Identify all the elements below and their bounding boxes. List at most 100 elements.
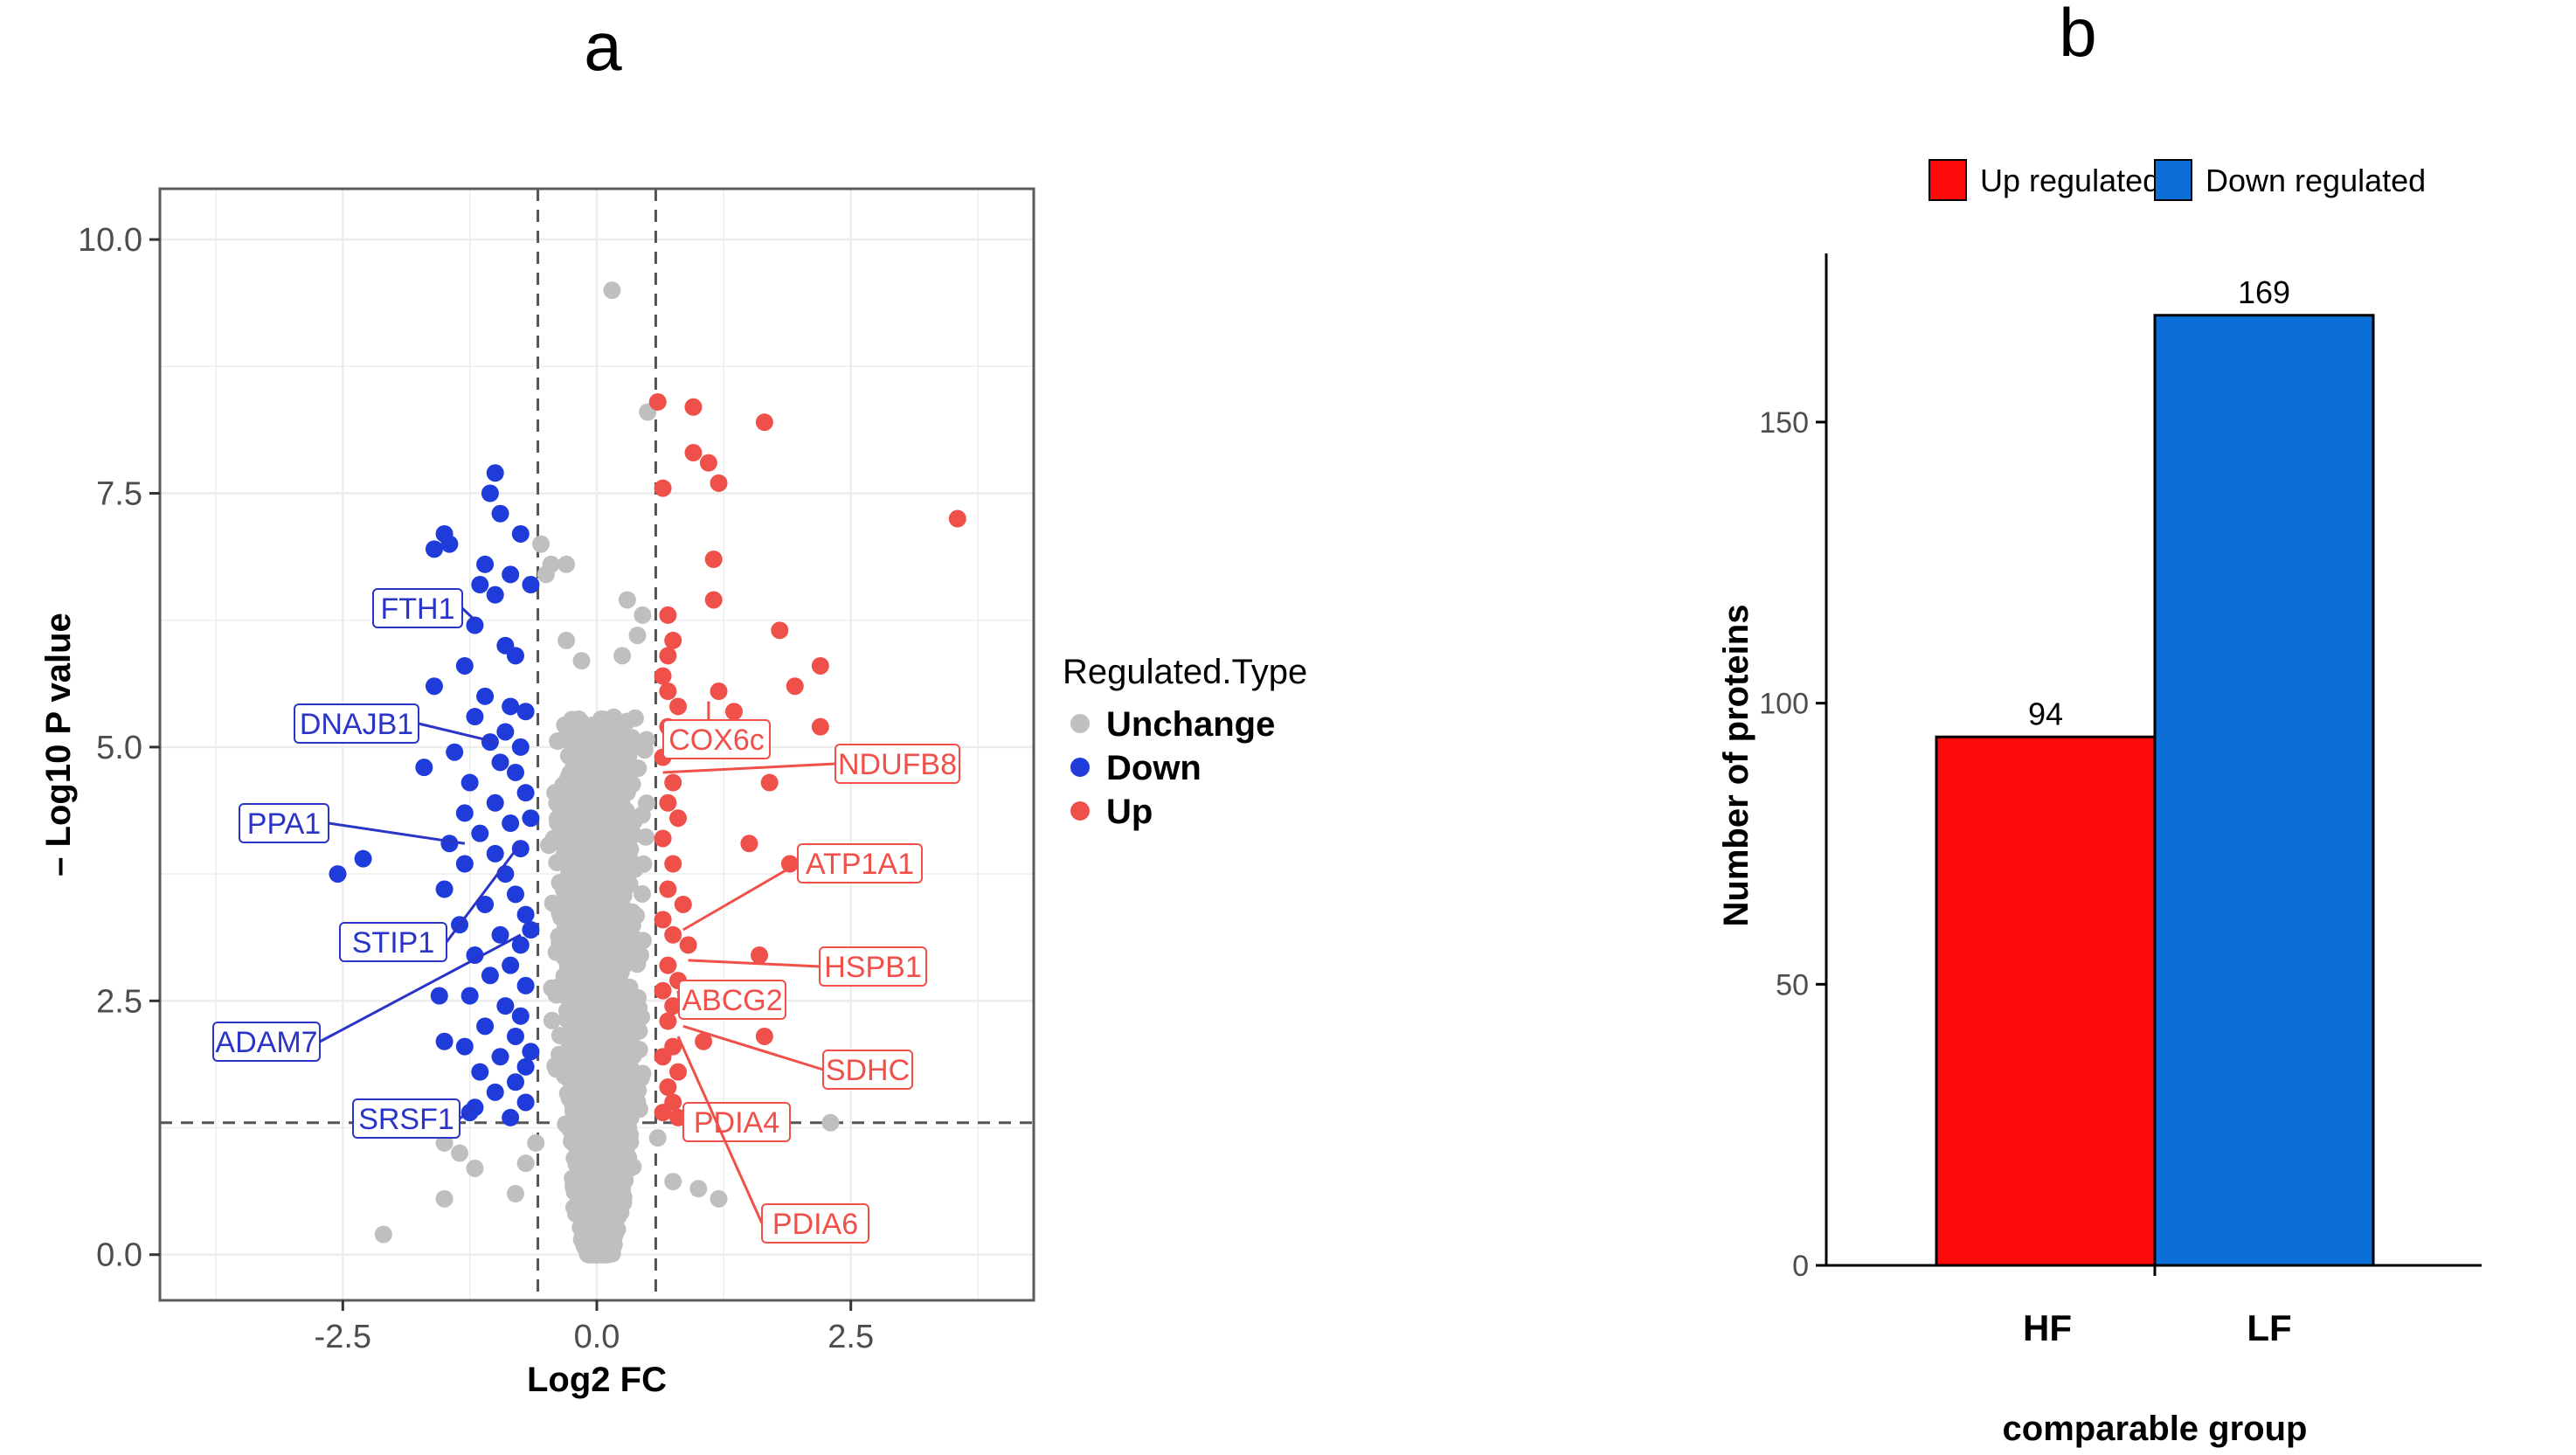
point-down — [460, 773, 479, 792]
annotation-label: STIP1 — [352, 926, 434, 960]
point-unchange — [821, 1113, 840, 1132]
point-unchange — [632, 1008, 650, 1026]
point-up — [648, 392, 667, 411]
point-down — [430, 987, 448, 1005]
point-up — [664, 631, 682, 649]
point-up — [669, 809, 688, 828]
point-unchange — [602, 1197, 620, 1216]
y-tick-label: 7.5 — [96, 475, 142, 512]
bar-legend-label-down: Down regulated — [2206, 163, 2426, 198]
point-down — [506, 647, 524, 665]
point-unchange — [537, 565, 555, 584]
point-down — [425, 540, 443, 558]
point-unchange — [575, 918, 593, 936]
point-up — [704, 551, 723, 568]
point-down — [511, 738, 530, 756]
point-down — [440, 835, 459, 853]
bar-y-axis-title: Number of proteins — [1717, 605, 1755, 927]
point-down — [455, 855, 474, 873]
annotation-connector — [682, 1024, 824, 1071]
point-up — [659, 880, 677, 898]
point-down — [476, 555, 495, 573]
point-up — [654, 1048, 672, 1066]
y-tick-label: 10.0 — [78, 222, 142, 259]
point-down — [466, 616, 484, 634]
point-unchange — [589, 915, 607, 933]
point-unchange — [609, 992, 627, 1010]
point-unchange — [558, 728, 577, 746]
point-unchange — [374, 1225, 392, 1244]
annotation-label: PPA1 — [247, 807, 321, 841]
annotation-box — [212, 1022, 321, 1062]
point-unchange — [570, 941, 588, 960]
point-up — [659, 956, 677, 974]
point-down — [486, 585, 504, 604]
annotation-label: COX6c — [668, 724, 765, 757]
bar-x-axis-title: comparable group — [2003, 1410, 2308, 1448]
point-unchange — [620, 1072, 639, 1091]
bar-y-tick-label: 100 — [1759, 688, 1809, 721]
point-up — [654, 667, 672, 685]
point-down — [486, 1083, 504, 1101]
point-up — [811, 656, 829, 675]
point-unchange — [633, 884, 651, 903]
annotation-box — [682, 1102, 791, 1142]
point-unchange — [561, 1036, 579, 1055]
annotation-connector — [459, 1106, 476, 1120]
point-unchange — [540, 836, 558, 855]
point-unchange — [621, 736, 640, 754]
annotation-label: ATP1A1 — [806, 848, 914, 881]
annotation-box — [352, 1098, 460, 1139]
point-down — [481, 967, 499, 985]
legend-swatch-unchange — [1070, 714, 1090, 733]
point-unchange — [516, 1154, 535, 1173]
point-up — [710, 682, 728, 701]
point-up — [755, 413, 773, 432]
legend-label-down: Down — [1106, 749, 1201, 787]
point-unchange — [604, 785, 622, 803]
point-down — [455, 804, 474, 822]
annotation-label: SRSF1 — [358, 1103, 454, 1136]
bar-legend-swatch-up — [1929, 159, 1967, 201]
annotation-connector — [667, 1091, 685, 1123]
x-tick-label: 2.5 — [828, 1319, 874, 1355]
annotation-box — [822, 1050, 913, 1090]
annotation-box — [239, 803, 329, 843]
point-unchange — [544, 894, 562, 912]
point-up — [699, 454, 717, 472]
point-unchange — [583, 1195, 601, 1214]
annotation-label: SDHC — [826, 1054, 910, 1087]
point-down — [476, 1017, 495, 1036]
point-down — [511, 1007, 530, 1025]
legend-title: Regulated.Type — [1063, 653, 1307, 691]
point-up — [654, 981, 672, 1000]
bar-legend-swatch-down — [2154, 159, 2192, 201]
point-up — [948, 509, 966, 528]
annotation-connector — [682, 862, 799, 932]
annotation-connector — [319, 933, 522, 1043]
point-unchange — [621, 1133, 640, 1151]
volcano-legend: Regulated.Type Unchange Down Up — [1063, 653, 1307, 831]
point-up — [780, 855, 799, 873]
point-up — [695, 1032, 713, 1050]
point-up — [659, 682, 677, 701]
point-unchange — [578, 735, 596, 753]
annotation-connector — [418, 722, 496, 744]
point-up — [786, 677, 804, 696]
bar-x-tick-label-lf: LF — [2247, 1307, 2291, 1348]
point-unchange — [648, 1129, 667, 1147]
bar-chart: Up regulated Down regulated 94 169 0 50 100 1… — [1717, 159, 2482, 1448]
point-unchange — [576, 821, 594, 839]
point-unchange — [618, 591, 636, 609]
point-down — [511, 524, 530, 543]
point-up — [659, 1078, 677, 1097]
point-down — [435, 880, 454, 898]
point-down — [329, 865, 347, 883]
point-down — [516, 703, 535, 721]
point-down — [455, 1037, 474, 1056]
point-unchange — [557, 631, 576, 649]
point-unchange — [578, 1019, 597, 1037]
point-down — [496, 723, 515, 741]
bar-value-label-lf: 169 — [2238, 274, 2290, 310]
point-down — [506, 1027, 524, 1045]
